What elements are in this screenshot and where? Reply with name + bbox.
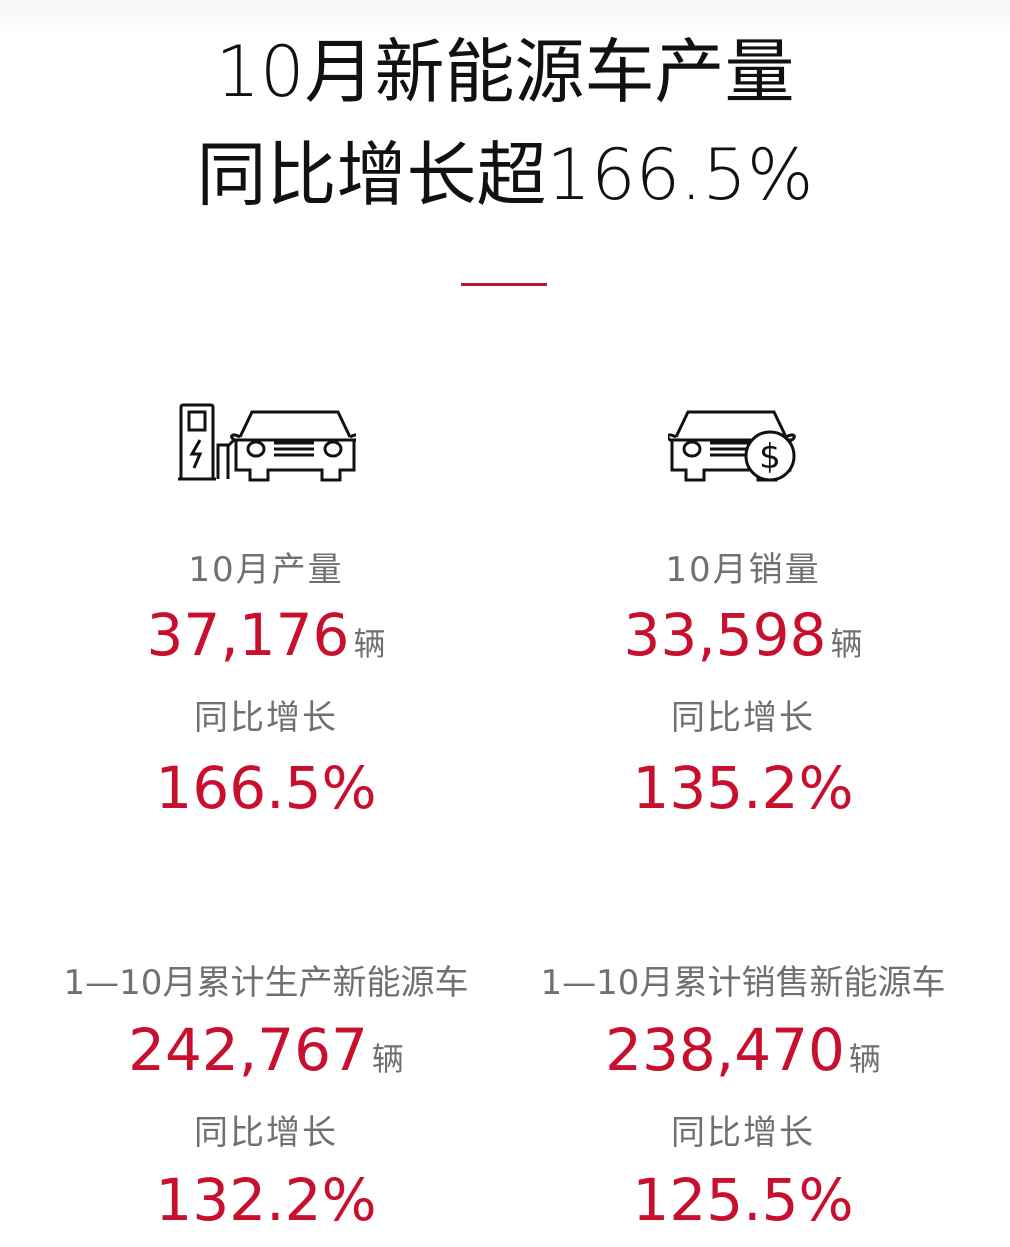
car-dollar-icon: $ [668, 410, 796, 482]
growth-label: 同比增长 [671, 1113, 815, 1153]
value: 238,470 [605, 1016, 845, 1084]
stat-value: 238,470 辆 [503, 1017, 983, 1092]
unit: 辆 [848, 1040, 881, 1078]
growth-value: 135.2% [632, 754, 854, 822]
value: 242,767 [128, 1016, 368, 1084]
ev-charging-car-icon [178, 403, 356, 482]
growth-value: 125.5% [632, 1166, 854, 1234]
stat-value: 37,176 辆 [26, 602, 506, 677]
unit: 辆 [353, 625, 386, 663]
divider [461, 283, 547, 286]
title-line-2: 同比增长超166.5% [196, 134, 814, 216]
growth-label: 同比增长 [194, 1113, 338, 1153]
svg-text:$: $ [759, 437, 781, 477]
value: 37,176 [146, 601, 350, 669]
title-line-1: 10月新能源车产量 [215, 31, 795, 113]
growth-value: 132.2% [155, 1166, 377, 1234]
stat-label: 10月产量 [188, 550, 344, 590]
growth-label: 同比增长 [194, 698, 338, 738]
stat-value: 33,598 辆 [503, 602, 983, 677]
stat-value: 242,767 辆 [26, 1017, 506, 1092]
unit: 辆 [371, 1040, 404, 1078]
stat-label: 1—10月累计生产新能源车 [63, 963, 469, 1003]
unit: 辆 [830, 625, 863, 663]
stat-label: 10月销量 [665, 550, 821, 590]
stat-label: 1—10月累计销售新能源车 [540, 963, 946, 1003]
growth-value: 166.5% [155, 754, 377, 822]
value: 33,598 [623, 601, 827, 669]
growth-label: 同比增长 [671, 698, 815, 738]
